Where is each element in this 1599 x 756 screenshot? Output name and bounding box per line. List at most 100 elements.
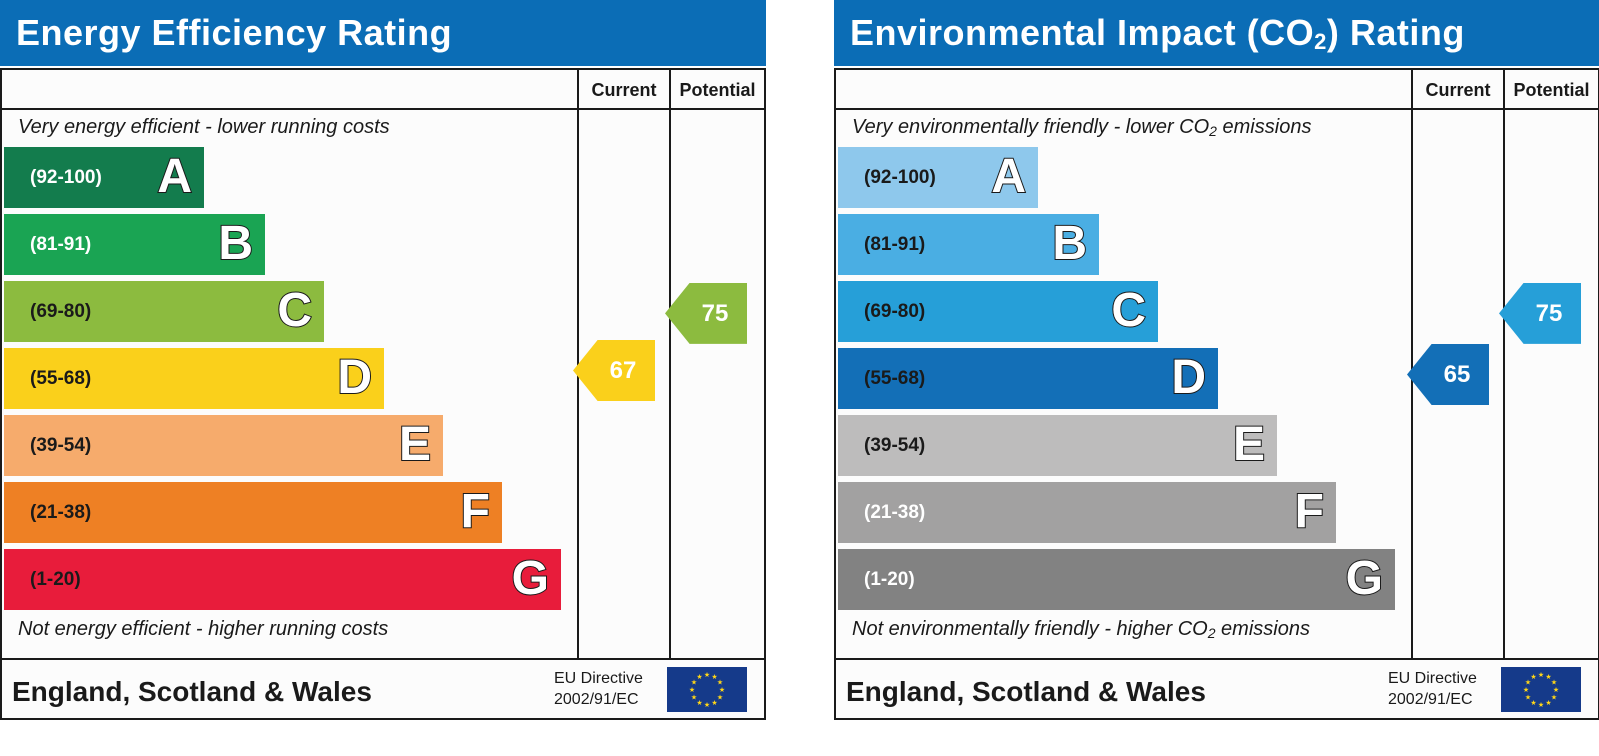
band-letter: C bbox=[276, 283, 313, 338]
rating-band-c: (69-80) C bbox=[838, 281, 1158, 342]
band-range-label: (69-80) bbox=[30, 301, 92, 322]
footer-region: England, Scotland & Wales bbox=[12, 676, 372, 707]
band-range-label: (81-91) bbox=[30, 234, 92, 255]
band-letter: A bbox=[990, 149, 1027, 204]
band-letter: C bbox=[1110, 283, 1147, 338]
eu-star-icon: ★ bbox=[1545, 673, 1551, 681]
column-divider bbox=[1503, 70, 1505, 660]
band-range-label: (55-68) bbox=[30, 368, 92, 389]
eu-stars-icon: ★★★★★★★★★ ★ ★★ bbox=[1523, 671, 1559, 709]
column-divider bbox=[669, 70, 671, 660]
potential-column-header: Potential bbox=[1513, 80, 1590, 100]
band-letter: F bbox=[460, 484, 491, 539]
chart-title: Environmental Impact (CO2) Rating bbox=[834, 0, 1599, 66]
environmental-impact-chart: Environmental Impact (CO2) Rating Curren… bbox=[834, 0, 1599, 720]
energy-efficiency-chart: Energy Efficiency Rating Current Potenti… bbox=[0, 0, 766, 720]
current-column-header: Current bbox=[591, 80, 657, 100]
eu-star-icon: ★ bbox=[1538, 671, 1544, 679]
eu-star-icon: ★ bbox=[1525, 679, 1531, 687]
rating-band-f: (21-38) F bbox=[4, 482, 502, 543]
band-range-label: (69-80) bbox=[864, 301, 926, 322]
band-letter: D bbox=[1170, 350, 1207, 405]
rating-band-c: (69-80) C bbox=[4, 281, 324, 342]
eu-star-icon: ★ bbox=[691, 694, 697, 702]
band-range-label: (92-100) bbox=[30, 167, 102, 188]
band-letter: G bbox=[1345, 551, 1384, 606]
rating-band-e: (39-54) E bbox=[838, 415, 1277, 476]
band-range-label: (39-54) bbox=[864, 435, 926, 456]
band-letter: D bbox=[336, 350, 373, 405]
eu-flag-icon: ★ ★ ★ ★ ★ ★ ★ ★ ★ ★ ★ ★ bbox=[1501, 667, 1581, 712]
band-range-label: (21-38) bbox=[30, 502, 92, 523]
band-letter: B bbox=[217, 216, 254, 271]
eu-stars-icon: ★★★★★★★★★ ★ ★★ bbox=[689, 671, 725, 709]
eu-star-icon: ★ bbox=[719, 686, 725, 694]
chart-frame: Current Potential Very energy efficient … bbox=[0, 68, 766, 720]
footer-divider bbox=[836, 658, 1598, 660]
band-range-label: (1-20) bbox=[864, 569, 915, 590]
rating-band-e: (39-54) E bbox=[4, 415, 443, 476]
rating-band-b: (81-91) B bbox=[838, 214, 1099, 275]
eu-star-icon: ★ bbox=[1551, 694, 1557, 702]
eu-star-icon: ★ bbox=[1523, 686, 1529, 694]
band-range-label: (81-91) bbox=[864, 234, 926, 255]
eu-directive-line2: 2002/91/EC bbox=[1388, 691, 1473, 708]
band-range-label: (1-20) bbox=[30, 569, 81, 590]
current-rating-arrow: 67 bbox=[573, 340, 655, 401]
current-rating-arrow: 65 bbox=[1407, 344, 1489, 405]
footer-divider bbox=[2, 658, 764, 660]
potential-rating-arrow: 75 bbox=[1499, 282, 1581, 344]
eu-directive-line2: 2002/91/EC bbox=[554, 691, 639, 708]
rating-band-g: (1-20) G bbox=[4, 549, 561, 610]
eu-star-icon: ★ bbox=[1530, 673, 1536, 681]
eu-star-icon: ★ bbox=[1545, 699, 1551, 707]
eu-star-icon: ★ bbox=[696, 699, 702, 707]
band-letter: G bbox=[511, 551, 550, 606]
header-divider bbox=[2, 108, 764, 110]
band-letter: E bbox=[398, 417, 432, 472]
eu-star-icon: ★ bbox=[717, 694, 723, 702]
header-divider bbox=[836, 108, 1598, 110]
eu-star-icon: ★ bbox=[1538, 701, 1544, 709]
band-letter: E bbox=[1232, 417, 1266, 472]
eu-star-icon: ★ bbox=[1525, 694, 1531, 702]
band-letter: B bbox=[1051, 216, 1088, 271]
eu-directive-line1: EU Directive bbox=[554, 670, 643, 687]
column-divider bbox=[1411, 70, 1413, 660]
rating-band-d: (55-68) D bbox=[838, 348, 1218, 409]
eu-directive-line1: EU Directive bbox=[1388, 670, 1477, 687]
rating-band-a: (92-100) A bbox=[838, 147, 1038, 208]
band-range-label: (55-68) bbox=[864, 368, 926, 389]
rating-band-f: (21-38) F bbox=[838, 482, 1336, 543]
eu-directive-text: EU Directive 2002/91/EC bbox=[1388, 668, 1477, 710]
potential-rating-arrow: 75 bbox=[665, 282, 747, 344]
band-range-label: (39-54) bbox=[30, 435, 92, 456]
eu-star-icon: ★ bbox=[696, 673, 702, 681]
rating-band-d: (55-68) D bbox=[4, 348, 384, 409]
potential-column-header: Potential bbox=[679, 80, 756, 100]
eu-star-icon: ★ bbox=[689, 686, 695, 694]
eu-flag-icon: ★ ★ ★ ★ ★ ★ ★ ★ ★ ★ ★ ★ bbox=[667, 667, 747, 712]
bottom-caption: Not energy efficient - higher running co… bbox=[18, 618, 389, 640]
band-letter: F bbox=[1294, 484, 1325, 539]
eu-star-icon: ★ bbox=[711, 673, 717, 681]
eu-star-icon: ★ bbox=[704, 671, 710, 679]
eu-star-icon: ★ bbox=[691, 679, 697, 687]
eu-star-icon: ★ bbox=[717, 679, 723, 687]
rating-band-g: (1-20) G bbox=[838, 549, 1395, 610]
eu-star-icon: ★ bbox=[1551, 679, 1557, 687]
chart-frame: Current Potential Very environmentally f… bbox=[834, 68, 1599, 720]
band-letter: A bbox=[156, 149, 193, 204]
band-range-label: (92-100) bbox=[864, 167, 936, 188]
eu-star-icon: ★ bbox=[1553, 686, 1559, 694]
chart-title: Energy Efficiency Rating bbox=[0, 0, 766, 66]
footer-region: England, Scotland & Wales bbox=[846, 676, 1206, 707]
eu-directive-text: EU Directive 2002/91/EC bbox=[554, 668, 643, 710]
rating-band-a: (92-100) A bbox=[4, 147, 204, 208]
rating-band-b: (81-91) B bbox=[4, 214, 265, 275]
bottom-caption: Not environmentally friendly - higher CO… bbox=[852, 618, 1310, 641]
top-caption: Very energy efficient - lower running co… bbox=[18, 116, 390, 138]
current-column-header: Current bbox=[1425, 80, 1491, 100]
eu-star-icon: ★ bbox=[704, 701, 710, 709]
top-caption: Very environmentally friendly - lower CO… bbox=[852, 116, 1312, 139]
